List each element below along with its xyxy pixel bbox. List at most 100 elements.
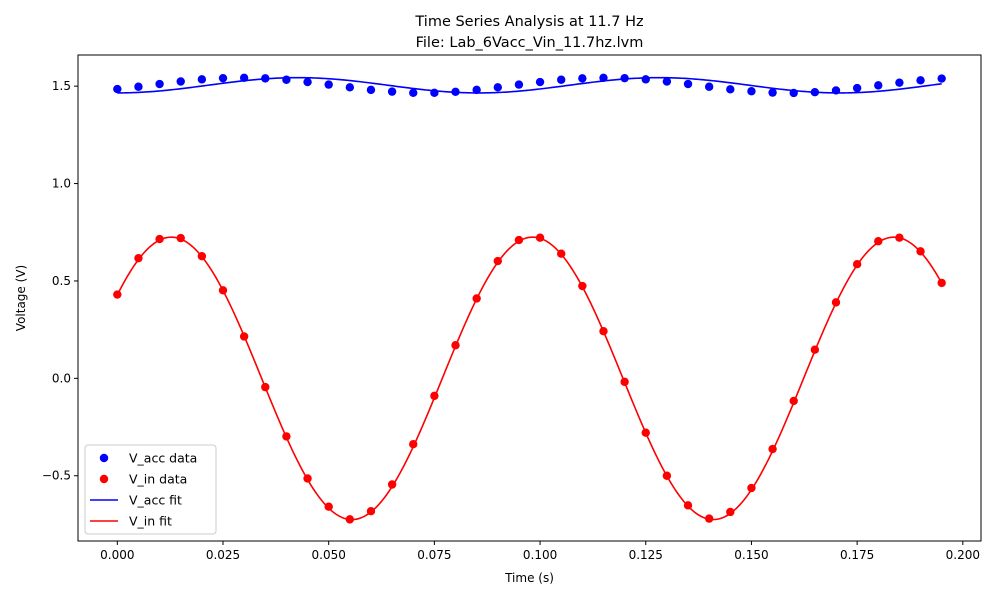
- point-v-acc-data: [239, 73, 249, 82]
- point-v-in-data: [874, 237, 883, 246]
- point-v-acc-data: [176, 77, 185, 86]
- point-v-in-data: [366, 506, 376, 516]
- chart-title: Time Series Analysis at 11.7 Hz: [414, 14, 643, 30]
- point-v-in-data: [704, 514, 714, 523]
- point-v-acc-data: [831, 86, 841, 95]
- point-v-in-data: [409, 439, 418, 449]
- point-v-acc-data: [451, 87, 460, 97]
- point-v-in-data: [387, 480, 397, 489]
- point-v-in-data: [239, 332, 249, 341]
- point-v-in-data: [345, 515, 355, 524]
- point-v-in-data: [916, 247, 925, 256]
- point-v-acc-data: [683, 79, 693, 89]
- point-v-in-data: [599, 327, 608, 336]
- point-v-acc-data: [704, 82, 714, 91]
- point-v-acc-data: [874, 81, 883, 90]
- point-v-acc-data: [937, 74, 946, 83]
- point-v-acc-data: [155, 79, 164, 89]
- legend: V_acc data V_in data V_acc fit V_in fit: [84, 444, 217, 535]
- point-v-acc-data: [641, 75, 650, 84]
- point-v-in-data: [218, 286, 228, 295]
- point-v-in-data: [683, 501, 693, 510]
- fit-line-v-acc-fit: [117, 76, 942, 94]
- x-tick-label: 0.100: [523, 548, 557, 562]
- y-tick-label: 0.0: [52, 371, 71, 385]
- point-v-acc-data: [366, 85, 376, 95]
- y-tick-label: 1.5: [52, 79, 71, 93]
- point-v-in-data: [789, 396, 798, 406]
- point-v-in-data: [557, 249, 566, 258]
- point-v-in-data: [472, 294, 481, 303]
- point-v-in-data: [176, 233, 185, 243]
- point-v-acc-data: [134, 82, 143, 91]
- y-tick-label: −0.5: [42, 469, 71, 483]
- point-v-in-data: [113, 290, 122, 299]
- point-v-acc-data: [768, 88, 777, 97]
- point-v-acc-data: [493, 83, 502, 92]
- point-v-in-data: [197, 252, 207, 261]
- legend-box: [84, 444, 217, 535]
- point-v-in-data: [831, 298, 841, 307]
- x-tick-label: 0.175: [840, 548, 874, 562]
- point-v-in-data: [937, 278, 946, 288]
- legend-label: V_in fit: [129, 514, 172, 529]
- point-v-acc-data: [387, 87, 397, 96]
- point-v-acc-data: [430, 88, 439, 97]
- y-axis-label: Voltage (V): [14, 265, 28, 331]
- fit-lines: [116, 76, 943, 521]
- x-tick-label: 0.025: [206, 548, 240, 562]
- fit-line-v-in-fit: [116, 236, 943, 521]
- point-v-acc-data: [599, 73, 608, 82]
- x-tick-label: 0.000: [100, 548, 134, 562]
- point-v-in-data: [261, 382, 270, 392]
- point-v-acc-data: [282, 75, 291, 84]
- x-tick-label: 0.075: [417, 548, 451, 562]
- plot-frame: [77, 54, 982, 542]
- legend-marker-point: [99, 453, 109, 463]
- point-v-in-data: [747, 483, 756, 493]
- point-v-in-data: [768, 444, 777, 454]
- point-v-acc-data: [789, 88, 798, 98]
- point-v-in-data: [324, 502, 333, 511]
- point-v-in-data: [282, 432, 291, 441]
- point-v-acc-data: [578, 74, 587, 83]
- y-axis-ticks: −0.5 0.0 0.5 1.0 1.5: [42, 79, 78, 483]
- point-v-in-data: [620, 377, 629, 387]
- point-v-in-data: [641, 428, 650, 437]
- point-v-acc-data: [557, 75, 566, 84]
- point-v-acc-data: [810, 88, 820, 97]
- x-tick-label: 0.050: [312, 548, 346, 562]
- point-v-acc-data: [113, 84, 122, 94]
- point-v-acc-data: [916, 76, 925, 85]
- point-v-acc-data: [472, 85, 481, 95]
- x-axis-label: Time (s): [504, 571, 554, 585]
- x-tick-label: 0.125: [629, 548, 663, 562]
- point-v-acc-data: [345, 83, 355, 92]
- point-v-in-data: [514, 235, 524, 245]
- y-tick-label: 1.0: [52, 177, 71, 191]
- legend-label: V_in data: [129, 472, 187, 487]
- point-v-in-data: [535, 233, 545, 242]
- chart-subtitle: File: Lab_6Vacc_Vin_11.7hz.lvm: [416, 35, 644, 51]
- point-v-acc-data: [852, 83, 862, 93]
- x-axis-ticks: 0.000 0.025 0.050 0.075 0.100 0.125 0.150 0.175…: [100, 541, 980, 562]
- point-v-in-data: [578, 281, 587, 291]
- point-v-acc-data: [197, 75, 207, 84]
- point-v-acc-data: [514, 80, 524, 89]
- point-v-acc-data: [261, 74, 270, 83]
- x-tick-label: 0.200: [946, 548, 980, 562]
- point-v-acc-data: [895, 78, 904, 87]
- point-v-in-data: [303, 474, 312, 483]
- point-v-in-data: [895, 233, 904, 242]
- point-v-in-data: [430, 391, 439, 401]
- point-v-acc-data: [218, 73, 228, 83]
- point-v-acc-data: [747, 87, 756, 96]
- data-points: [113, 73, 946, 524]
- point-v-in-data: [726, 507, 735, 517]
- point-v-in-data: [662, 471, 672, 480]
- legend-marker-point: [99, 474, 109, 484]
- point-v-acc-data: [662, 77, 672, 86]
- legend-label: V_acc data: [129, 451, 197, 466]
- point-v-in-data: [134, 253, 143, 263]
